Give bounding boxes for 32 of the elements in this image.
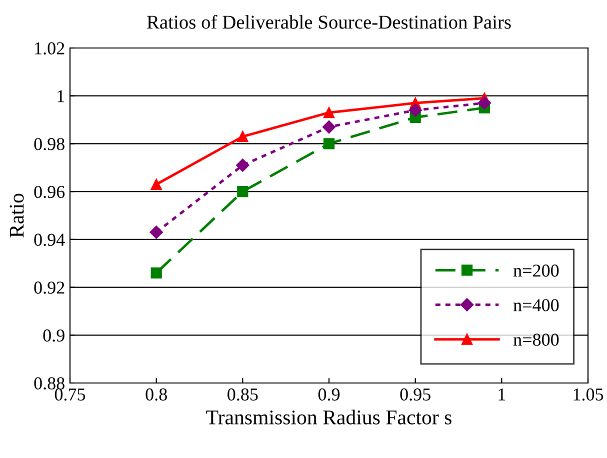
point [408, 104, 422, 117]
point [237, 130, 248, 142]
y-axis-title: Ratio [10, 194, 24, 238]
y-tick-label: 1.02 [35, 42, 64, 55]
x-tick-label: 1 [498, 388, 506, 400]
y-tick-label: 0.96 [34, 186, 65, 198]
point [478, 96, 491, 110]
y-tick-label: 0.9 [43, 329, 64, 342]
y-tick-label: 0.94 [34, 234, 65, 246]
x-tick-label: 0.8 [146, 388, 167, 401]
legend-label: n=200 [513, 264, 559, 277]
x-tick-label: 0.9 [318, 388, 340, 401]
chart-title: Ratios of Deliverable Source-Destination Pairs [147, 14, 511, 29]
y-tick-label: 0.88 [34, 377, 64, 390]
x-tick-label: 0.85 [228, 388, 258, 401]
x-tick-label: 0.95 [400, 388, 430, 401]
point [150, 267, 162, 278]
point [150, 226, 163, 239]
point [150, 178, 162, 190]
x-tick-label: 1.05 [574, 388, 604, 401]
y-tick-label: 0.92 [34, 282, 64, 294]
x-axis-title: Transmission Radius Factor s [206, 410, 452, 424]
legend-label: n=800 [513, 334, 559, 346]
point [236, 158, 250, 172]
legend-label: n=400 [513, 299, 559, 312]
point [237, 186, 248, 198]
point [323, 107, 335, 118]
point [322, 120, 336, 134]
y-tick-label: 0.98 [34, 138, 64, 150]
x-tick-label: 0.75 [54, 388, 86, 401]
y-tick-label: 1 [58, 90, 64, 102]
point [323, 138, 335, 150]
